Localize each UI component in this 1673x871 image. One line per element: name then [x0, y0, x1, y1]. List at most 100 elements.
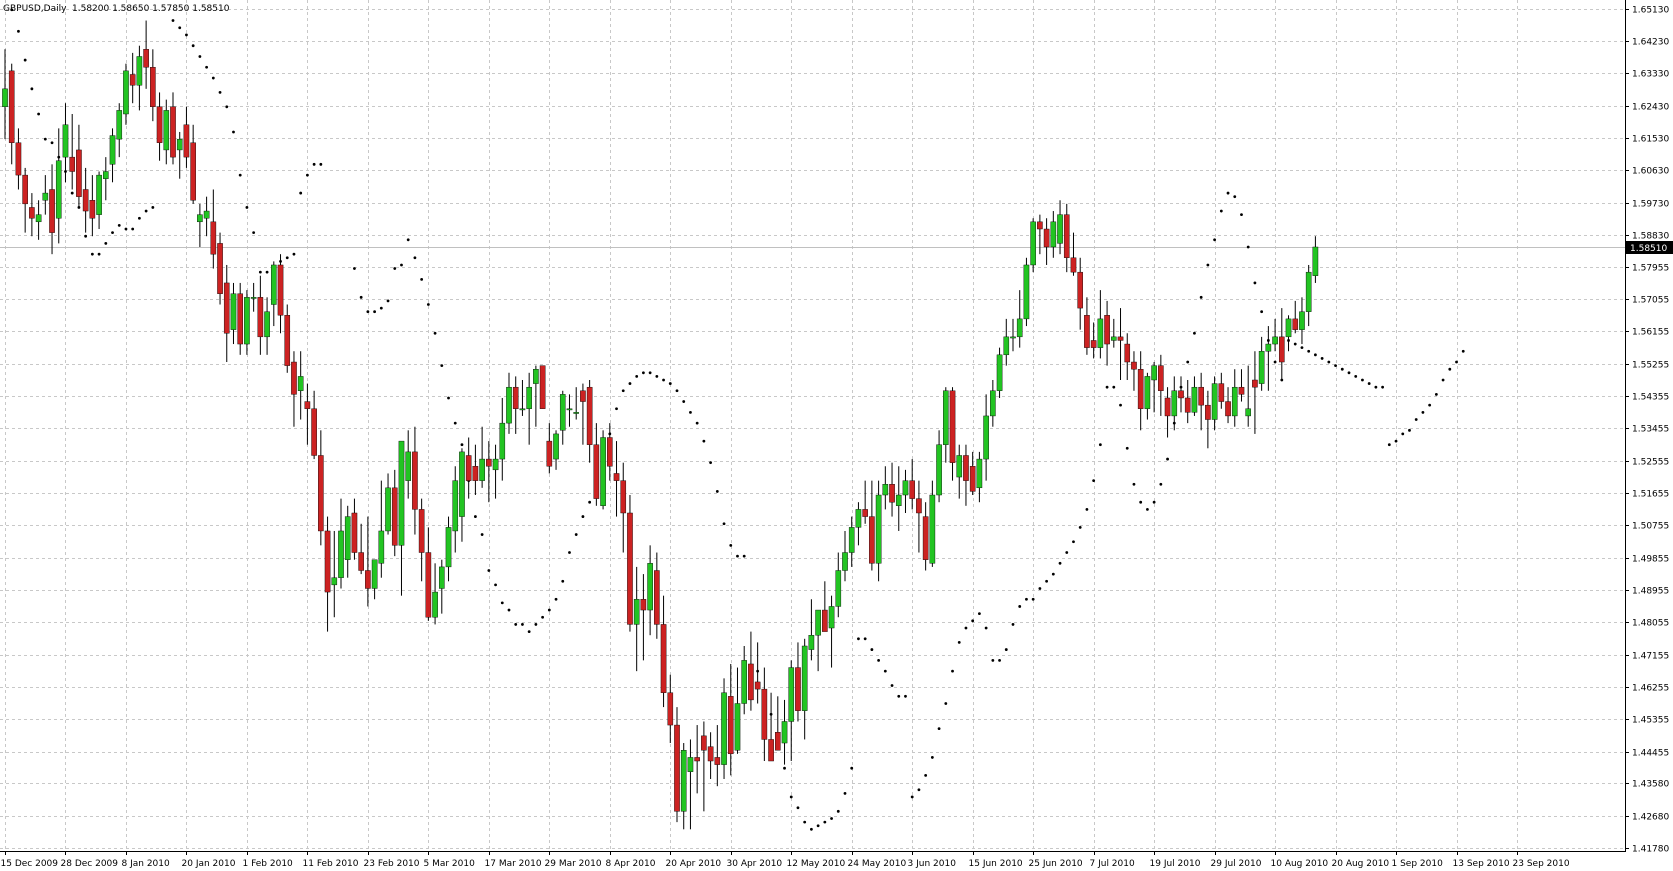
sar-dot — [292, 252, 296, 256]
sar-dot — [1421, 410, 1425, 414]
sar-dot — [487, 569, 491, 572]
sar-dot — [299, 191, 303, 195]
sar-dot — [1078, 525, 1082, 529]
sar-dot — [1408, 428, 1411, 432]
sar-dot — [440, 364, 444, 368]
candle-body — [418, 509, 425, 553]
sar-dot — [1065, 551, 1069, 554]
candle-body — [674, 724, 680, 812]
sar-dot — [104, 241, 108, 245]
candle-body — [687, 757, 694, 772]
time-tick-label: 20 Apr 2010 — [666, 859, 722, 869]
candle-body — [1097, 318, 1104, 348]
sar-dot — [1381, 385, 1384, 389]
candle-body — [862, 509, 868, 517]
sar-dot — [668, 382, 672, 385]
candle-body — [492, 458, 499, 471]
sar-dot — [1193, 331, 1196, 335]
sar-dot — [1455, 360, 1458, 364]
candle-body — [284, 315, 291, 366]
time-tick-label: 25 Jun 2010 — [1029, 859, 1083, 869]
time-tick-label: 12 May 2010 — [787, 859, 846, 869]
sar-dot — [10, 8, 14, 12]
price-tick-label: 1.54355 — [1632, 393, 1669, 403]
sar-dot — [198, 55, 202, 58]
time-tick-label: 17 Mar 2010 — [485, 859, 542, 869]
sar-dot — [978, 612, 981, 616]
candle-body — [102, 171, 109, 179]
candle-body — [895, 494, 902, 506]
sar-dot — [1387, 443, 1391, 447]
candle-body — [667, 692, 674, 726]
sar-dot — [124, 227, 128, 231]
candle-body — [1225, 401, 1231, 417]
sar-dot — [353, 267, 356, 270]
sar-dot — [218, 91, 222, 94]
sar-dot — [870, 648, 874, 651]
candle-body — [781, 721, 788, 744]
sar-dot — [1240, 213, 1243, 217]
candle-body — [1084, 315, 1090, 348]
sar-dot — [789, 795, 793, 799]
price-tick-label: 1.64230 — [1632, 38, 1669, 48]
sar-dot — [138, 216, 141, 220]
sar-dot — [1314, 353, 1317, 357]
candle-body — [512, 386, 519, 409]
sar-dot — [447, 396, 450, 400]
sar-dot — [480, 533, 484, 536]
sar-dot — [944, 702, 948, 705]
candle-body — [136, 56, 143, 86]
sar-dot — [285, 256, 289, 260]
sar-dot — [1448, 367, 1452, 371]
candle-body — [1090, 340, 1097, 348]
price-tick-label: 1.59730 — [1632, 200, 1669, 210]
candle-body — [869, 516, 875, 564]
candle-body — [815, 609, 821, 636]
sar-dot — [494, 583, 497, 587]
price-tick-label: 1.50755 — [1632, 522, 1669, 532]
candle-body — [210, 221, 217, 255]
current-price-value: 1.58510 — [1630, 244, 1667, 254]
sar-dot — [1166, 457, 1169, 461]
candle-body — [425, 552, 432, 618]
candle-body — [1023, 264, 1030, 320]
chart-symbol: GBPUSD,Daily — [3, 4, 67, 14]
sar-dot — [1186, 360, 1190, 364]
sar-dot — [1401, 432, 1405, 436]
candle-body — [35, 214, 42, 223]
candle-body — [721, 692, 727, 765]
sar-dot — [426, 303, 430, 306]
sar-dot — [1038, 587, 1042, 590]
sar-dot — [1253, 281, 1257, 285]
sar-dot — [877, 658, 880, 662]
candle-body — [936, 444, 942, 496]
candle-body — [963, 455, 969, 481]
candle-body — [600, 437, 606, 506]
sar-dot — [1334, 364, 1337, 368]
sar-dot — [84, 234, 88, 238]
candle-body — [1144, 376, 1151, 409]
sar-dot — [709, 461, 712, 465]
sar-dot — [1051, 572, 1055, 576]
candle-body — [660, 624, 667, 693]
candle-body — [1191, 386, 1198, 413]
sar-dot — [554, 597, 558, 601]
candle-body — [1057, 214, 1063, 244]
candle-body — [990, 390, 996, 417]
price-tick-label: 1.55255 — [1632, 361, 1669, 371]
candle-body — [1265, 343, 1272, 352]
sar-dot — [534, 623, 538, 626]
candle-body — [439, 566, 445, 589]
sar-dot — [359, 295, 363, 299]
candle-body — [956, 455, 963, 478]
sar-dot — [937, 727, 941, 731]
candle-body — [391, 487, 398, 546]
sar-dot — [695, 421, 699, 425]
sar-dot — [1105, 385, 1109, 389]
sar-dot — [1206, 263, 1210, 267]
sar-dot — [413, 256, 417, 260]
candle-body — [250, 297, 257, 299]
sar-dot — [117, 224, 121, 227]
candle-body — [916, 498, 922, 514]
